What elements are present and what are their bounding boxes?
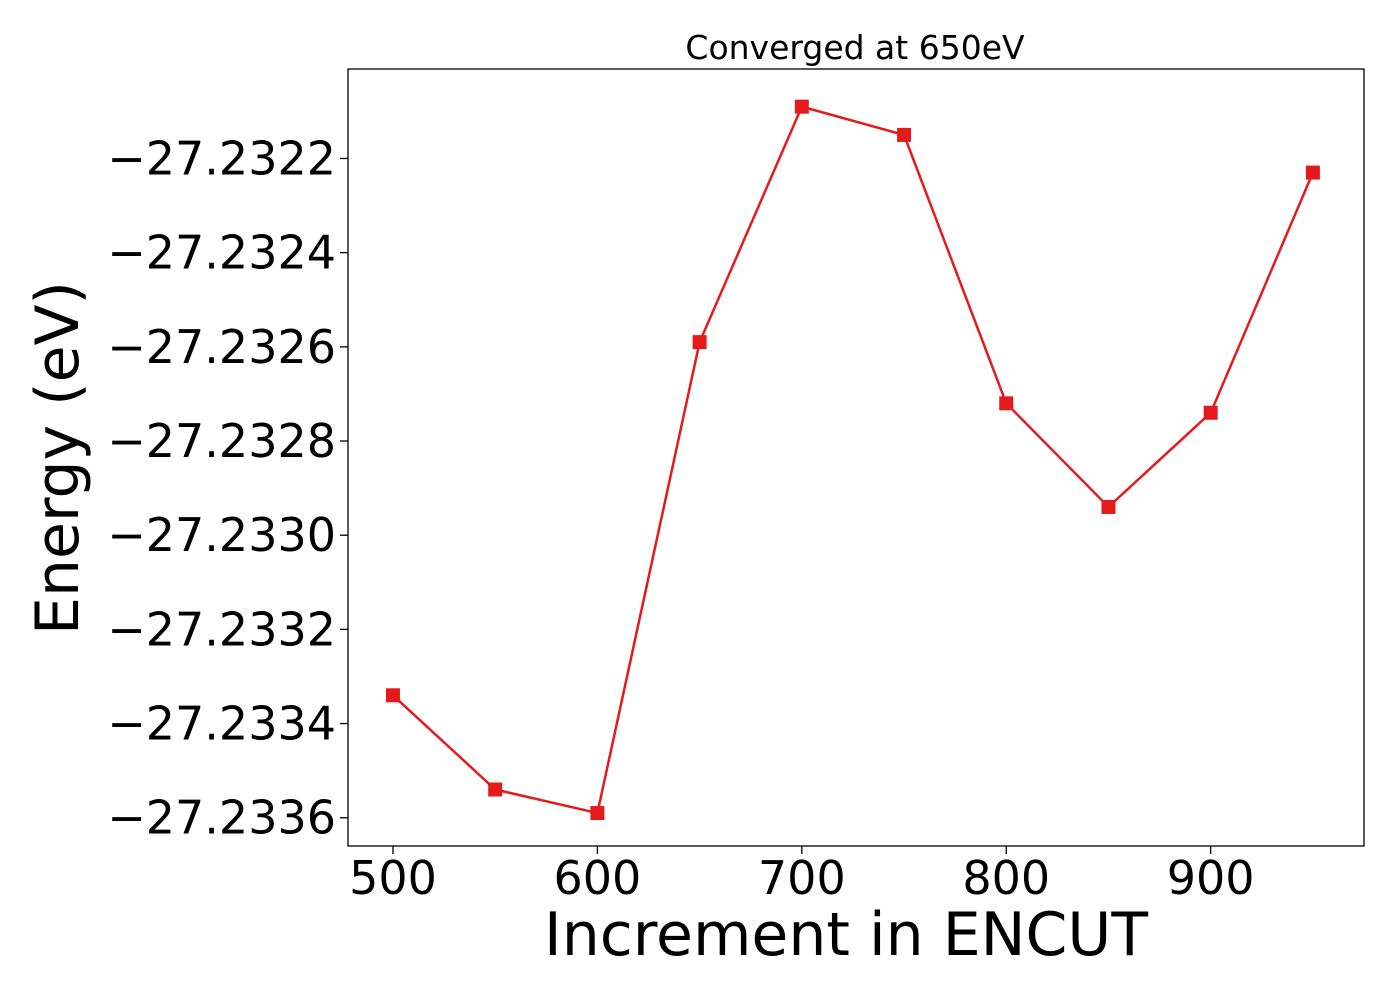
x-tick-label: 500 [349,851,437,905]
data-point-marker [488,782,503,797]
series-markers [385,99,1320,821]
series-line [392,105,1315,815]
y-tick-label: −27.2334 [107,697,336,751]
plot-frame [347,68,1365,847]
y-axis: −27.2336 −27.2334 −27.2332 −27.2330 −27.2328… [107,131,348,845]
x-tick-label: 900 [1167,851,1255,905]
y-tick-label: −27.2336 [107,791,336,845]
chart-title: Converged at 650eV [685,28,1025,67]
y-tick-label: −27.2330 [107,508,336,562]
y-tick-label: −27.2326 [107,320,336,374]
data-point-marker [1305,165,1320,180]
y-axis-label: Energy (eV) [23,281,93,635]
data-point-marker [385,688,400,703]
y-tick-label: −27.2324 [107,226,336,280]
data-point-marker [590,806,605,821]
data-point-marker [794,99,809,114]
x-axis: 500 600 700 800 900 [349,846,1255,905]
x-tick-label: 700 [758,851,846,905]
data-point-marker [1101,499,1116,514]
y-tick-label: −27.2328 [107,414,336,468]
data-point-marker [1203,405,1218,420]
x-tick-label: 800 [962,851,1050,905]
x-axis-label: Increment in ENCUT [544,900,1148,970]
data-point-marker [692,335,707,350]
data-point-marker [897,127,912,142]
data-point-marker [999,396,1014,411]
y-tick-label: −27.2322 [107,131,336,185]
y-tick-label: −27.2332 [107,602,336,656]
x-tick-label: 600 [553,851,641,905]
